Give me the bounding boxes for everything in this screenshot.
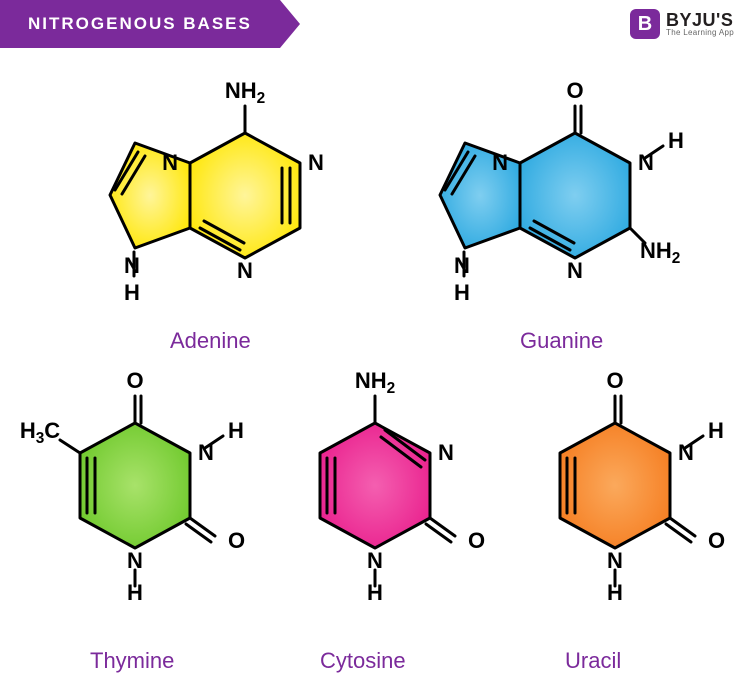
molecule-label: Thymine [90,648,174,674]
atom-label: H [668,128,684,153]
atom-label: H [367,580,383,605]
atom-label: N [237,258,253,283]
diagram-canvas: AdenineNH2NNNNHGuanineONHNH2NNNHThymineO… [0,48,750,666]
atom-label: N [607,548,623,573]
atom-label: N [492,150,508,175]
molecule-label: Adenine [170,328,251,354]
logo-badge-icon: B [630,9,660,39]
atom-label: N [162,150,178,175]
header-bar: NITROGENOUS BASES B BYJU'S The Learning … [0,0,750,48]
atom-label: N [438,440,454,465]
atom-label: N [454,253,470,278]
molecule-thymine: ONHONHH3C [20,368,250,638]
logo: B BYJU'S The Learning App [630,0,750,48]
molecule-label: Uracil [565,648,621,674]
atom-label: NH2 [355,368,395,397]
atom-label: N [124,253,140,278]
atom-label: H3C [20,418,60,447]
atom-label: O [566,78,583,103]
atom-label: O [606,368,623,393]
atom-label: N [567,258,583,283]
molecule-uracil: ONHONH [510,368,730,638]
atom-label: H [124,280,140,305]
atom-label: H [454,280,470,305]
atom-label: H [708,418,724,443]
atom-label: N [367,548,383,573]
atom-label: N [678,440,694,465]
atom-label: H [607,580,623,605]
molecule-label: Guanine [520,328,603,354]
atom-label: H [127,580,143,605]
atom-label: O [468,528,485,553]
atom-label: O [126,368,143,393]
atom-label: O [228,528,245,553]
molecule-guanine: ONHNH2NNNH [400,78,720,318]
title-tab: NITROGENOUS BASES [0,0,280,48]
atom-label: H [228,418,244,443]
atom-label: NH2 [225,78,265,107]
atom-label: NH2 [640,238,680,267]
logo-sub: The Learning App [666,29,734,37]
atom-label: N [308,150,324,175]
page-title: NITROGENOUS BASES [28,14,252,34]
molecule-label: Cytosine [320,648,406,674]
molecule-adenine: NH2NNNNH [70,78,350,318]
atom-label: N [638,150,654,175]
logo-text: BYJU'S The Learning App [666,11,734,37]
atom-label: N [198,440,214,465]
atom-label: N [127,548,143,573]
logo-main: BYJU'S [666,11,734,29]
molecule-cytosine: NH2NONH [270,368,490,638]
atom-label: O [708,528,725,553]
